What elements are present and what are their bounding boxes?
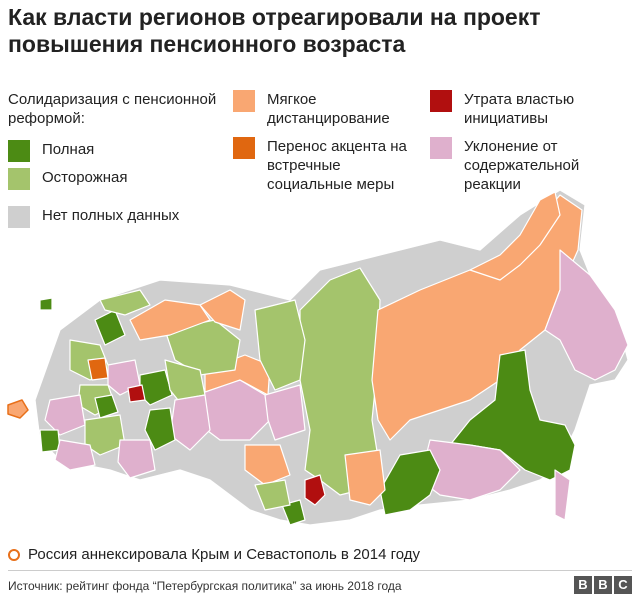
legend-label-lost-initiative: Утрата властью инициативы xyxy=(464,91,575,127)
map-title: Как власти регионов отреагировали на про… xyxy=(8,4,541,57)
legend-swatch-lost-initiative xyxy=(430,90,452,112)
footer-divider xyxy=(8,570,632,571)
region-cautious-omsk xyxy=(254,479,291,511)
region-lost-initiative-east xyxy=(304,474,326,506)
region-shift-focus-central xyxy=(87,357,109,381)
region-evasion-south-1 xyxy=(44,394,86,436)
legend-label-soft-distancing: Мягкое дистанцирование xyxy=(267,91,390,127)
legend-label-no-data: Нет полных данных xyxy=(42,207,180,224)
region-full-altai xyxy=(281,499,306,526)
legend-item-cautious: Осторожная xyxy=(8,168,128,190)
crimea-outline-icon xyxy=(8,548,20,561)
legend-label-cautious: Осторожная xyxy=(42,169,128,186)
legend-item-soft-distancing: Мягкое дистанцирование xyxy=(233,90,408,128)
region-soft-north-east xyxy=(469,191,561,281)
region-lost-initiative-central xyxy=(127,384,146,403)
bbc-logo: B B C xyxy=(574,576,632,594)
region-evasion-sakhalin xyxy=(554,469,571,521)
legend-label-shift-focus: Перенос акцента на встречные социальные … xyxy=(267,138,407,193)
region-evasion-south-2 xyxy=(117,439,156,479)
region-full-volga xyxy=(144,407,176,451)
annexation-note: Россия аннексировала Крым и Севастополь … xyxy=(8,545,420,564)
region-full-central-2 xyxy=(94,394,119,419)
legend-swatch-cautious xyxy=(8,168,30,190)
region-crimea xyxy=(7,399,29,419)
bbc-logo-letter-2: B xyxy=(594,576,612,594)
bbc-logo-letter-3: C xyxy=(614,576,632,594)
legend-item-no-data: Нет полных данных xyxy=(8,206,179,228)
legend-item-full: Полная xyxy=(8,140,94,162)
region-soft-nenets xyxy=(199,289,246,331)
legend-item-lost-initiative: Утрата властью инициативы xyxy=(430,90,630,128)
legend-swatch-shift-focus xyxy=(233,137,255,159)
region-evasion-khanty xyxy=(264,384,306,441)
legend-item-shift-focus: Перенос акцента на встречные социальные … xyxy=(233,137,423,194)
region-evasion-caucasus xyxy=(54,439,96,471)
region-soft-south-siberia xyxy=(344,449,386,506)
legend-swatch-evasion xyxy=(430,137,452,159)
region-cautious-south-1 xyxy=(84,414,126,456)
region-evasion-far-east xyxy=(544,249,629,381)
russia-regions-map xyxy=(7,190,629,526)
region-full-kaliningrad xyxy=(39,297,53,311)
region-full-far-east xyxy=(449,349,576,481)
region-full-karelia xyxy=(94,309,126,346)
region-soft-tyumen xyxy=(244,444,291,486)
legend-label-full: Полная xyxy=(42,141,95,158)
legend-swatch-no-data xyxy=(8,206,30,228)
region-full-south xyxy=(39,429,61,453)
legend-label-evasion: Уклонение от содержательной реакции xyxy=(464,138,580,193)
legend-item-evasion: Уклонение от содержательной реакции xyxy=(430,137,630,194)
bbc-logo-letter-1: B xyxy=(574,576,592,594)
legend-swatch-soft-distancing xyxy=(233,90,255,112)
region-soft-arkhangelsk xyxy=(129,299,211,341)
region-cautious-yamal xyxy=(254,299,306,391)
legend-heading: Солидаризация с пенсионной реформой: xyxy=(8,91,217,127)
region-cautious-murmansk xyxy=(99,289,151,316)
annexation-note-text: Россия аннексировала Крым и Севастополь … xyxy=(28,546,421,563)
source-text: Источник: рейтинг фонда “Петербургская п… xyxy=(8,579,402,593)
legend-swatch-full xyxy=(8,140,30,162)
